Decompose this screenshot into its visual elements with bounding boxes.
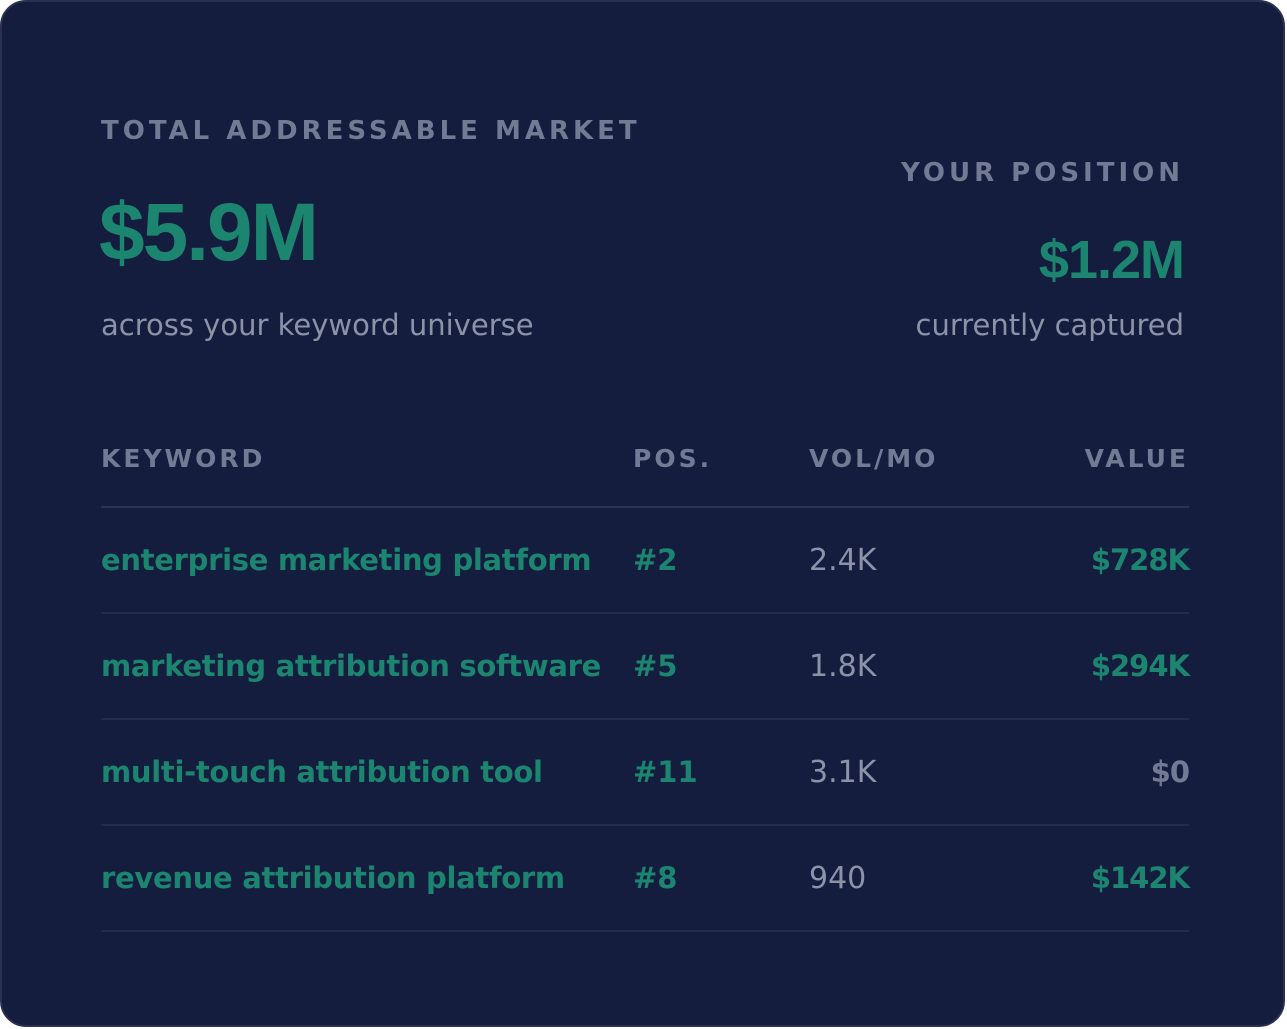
table-header: KEYWORD POS. VOL/MO VALUE	[101, 442, 1189, 508]
position-cell: #8	[633, 861, 678, 895]
volume-cell: 3.1K	[809, 755, 877, 790]
position-cell: #2	[633, 543, 678, 577]
keyword-cell: enterprise marketing platform	[101, 543, 592, 577]
value-cell: $142K	[1090, 861, 1190, 895]
tam-subtitle: across your keyword universe	[101, 308, 534, 342]
position-cell: #5	[633, 649, 678, 683]
volume-cell: 940	[809, 861, 867, 896]
table-row: marketing attribution software #5 1.8K $…	[101, 614, 1190, 720]
tam-value: $5.9M	[99, 187, 319, 278]
table-row: revenue attribution platform #8 940 $142…	[101, 826, 1190, 932]
header-volume: VOL/MO	[809, 444, 939, 473]
table-row: multi-touch attribution tool #11 3.1K $0	[101, 720, 1190, 826]
position-cell: #11	[633, 755, 698, 789]
header-value: VALUE	[1084, 444, 1189, 473]
keyword-cell: multi-touch attribution tool	[101, 755, 543, 789]
value-cell: $728K	[1090, 543, 1190, 577]
value-cell: $294K	[1090, 649, 1190, 683]
volume-cell: 2.4K	[809, 543, 877, 578]
position-label: YOUR POSITION	[900, 158, 1184, 188]
keyword-table: KEYWORD POS. VOL/MO VALUE enterprise mar…	[101, 442, 1190, 932]
keyword-cell: revenue attribution platform	[101, 861, 565, 895]
keyword-cell: marketing attribution software	[101, 649, 601, 683]
header-position: POS.	[633, 444, 713, 473]
table-row: enterprise marketing platform #2 2.4K $7…	[101, 508, 1190, 614]
value-cell: $0	[1150, 755, 1190, 789]
volume-cell: 1.8K	[809, 649, 877, 684]
header-keyword: KEYWORD	[101, 444, 266, 473]
position-value: $1.2M	[1038, 230, 1185, 290]
position-subtitle: currently captured	[915, 308, 1184, 342]
tam-label: TOTAL ADDRESSABLE MARKET	[101, 116, 641, 146]
